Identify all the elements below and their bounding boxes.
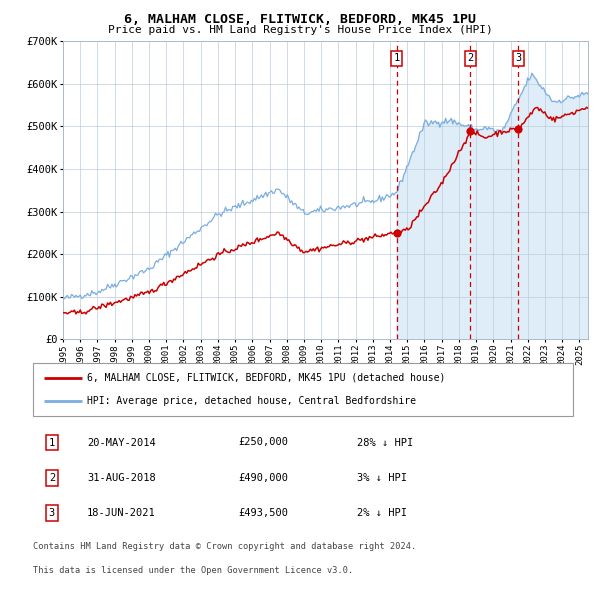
FancyBboxPatch shape: [33, 363, 573, 416]
Point: [514, 124, 523, 134]
Text: 1: 1: [394, 53, 400, 63]
Text: 28% ↓ HPI: 28% ↓ HPI: [357, 438, 413, 447]
Text: 18-JUN-2021: 18-JUN-2021: [87, 509, 156, 518]
Point: [466, 126, 475, 136]
Text: 2: 2: [467, 53, 473, 63]
Text: 3: 3: [515, 53, 521, 63]
Text: 3: 3: [49, 509, 55, 518]
Text: 2% ↓ HPI: 2% ↓ HPI: [357, 509, 407, 518]
Point: [392, 228, 401, 238]
Text: 3% ↓ HPI: 3% ↓ HPI: [357, 473, 407, 483]
Text: Contains HM Land Registry data © Crown copyright and database right 2024.: Contains HM Land Registry data © Crown c…: [33, 542, 416, 551]
Text: 20-MAY-2014: 20-MAY-2014: [87, 438, 156, 447]
Text: 2: 2: [49, 473, 55, 483]
Text: HPI: Average price, detached house, Central Bedfordshire: HPI: Average price, detached house, Cent…: [87, 396, 416, 406]
Text: 6, MALHAM CLOSE, FLITWICK, BEDFORD, MK45 1PU (detached house): 6, MALHAM CLOSE, FLITWICK, BEDFORD, MK45…: [87, 373, 445, 383]
Text: £250,000: £250,000: [238, 438, 288, 447]
Text: 1: 1: [49, 438, 55, 447]
Text: This data is licensed under the Open Government Licence v3.0.: This data is licensed under the Open Gov…: [33, 566, 353, 575]
Text: 6, MALHAM CLOSE, FLITWICK, BEDFORD, MK45 1PU: 6, MALHAM CLOSE, FLITWICK, BEDFORD, MK45…: [124, 13, 476, 26]
Text: Price paid vs. HM Land Registry's House Price Index (HPI): Price paid vs. HM Land Registry's House …: [107, 25, 493, 35]
Text: 31-AUG-2018: 31-AUG-2018: [87, 473, 156, 483]
Text: £490,000: £490,000: [238, 473, 288, 483]
Text: £493,500: £493,500: [238, 509, 288, 518]
